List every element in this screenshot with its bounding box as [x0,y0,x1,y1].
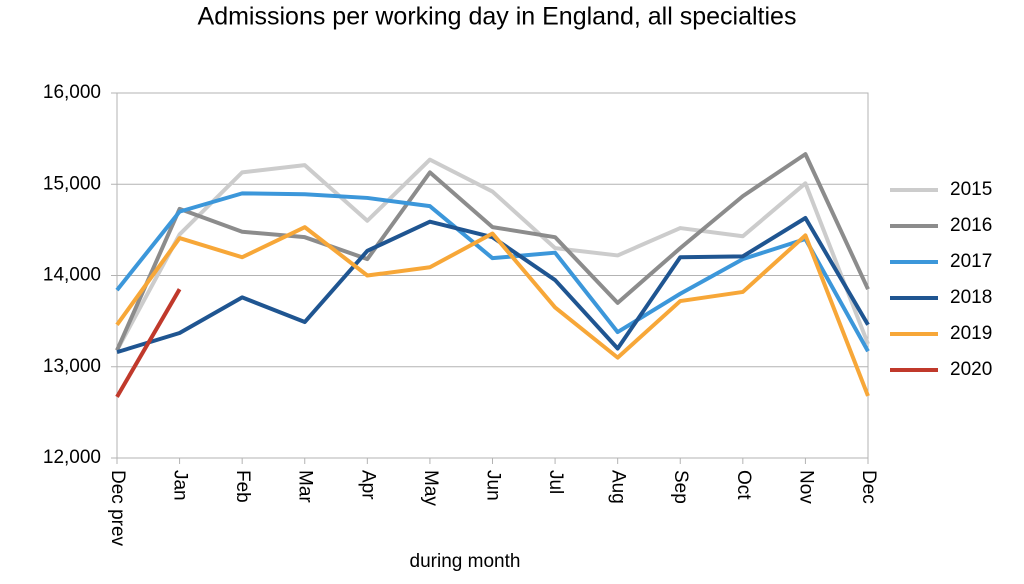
y-tick-label: 15,000 [43,173,101,194]
legend-label: 2019 [950,323,992,344]
x-tick-label: Jan [170,470,191,501]
line-series [115,225,870,397]
x-tick-label: Sep [670,470,691,504]
line-series [115,191,870,353]
y-tick-label: 13,000 [43,356,101,377]
legend-label: 2018 [950,287,992,308]
y-tick-label: 14,000 [43,265,101,286]
x-tick-label: Jun [482,470,503,501]
line-series [116,216,870,355]
x-axis-title: during month [410,551,521,572]
y-tick-label: 16,000 [43,82,101,103]
x-tick-label: Apr [357,470,378,500]
x-tick-label: Aug [608,470,629,504]
legend-label: 2017 [950,251,992,272]
x-tick-label: May [420,470,441,506]
x-tick-label: Jul [545,470,566,494]
chart-title: Admissions per working day in England, a… [198,3,797,31]
line-series [115,288,182,398]
line-series [115,152,870,352]
legend-label: 2020 [950,359,992,380]
x-tick-label: Dec prev [107,470,128,547]
x-tick-label: Nov [795,470,816,504]
legend-label: 2015 [950,179,992,200]
legend-label: 2016 [950,215,992,236]
x-tick-label: Mar [295,470,316,503]
x-tick-label: Feb [232,470,253,503]
y-tick-label: 12,000 [43,447,101,468]
line-series [115,157,870,352]
x-tick-label: Dec [858,470,879,504]
x-tick-label: Oct [733,470,754,500]
